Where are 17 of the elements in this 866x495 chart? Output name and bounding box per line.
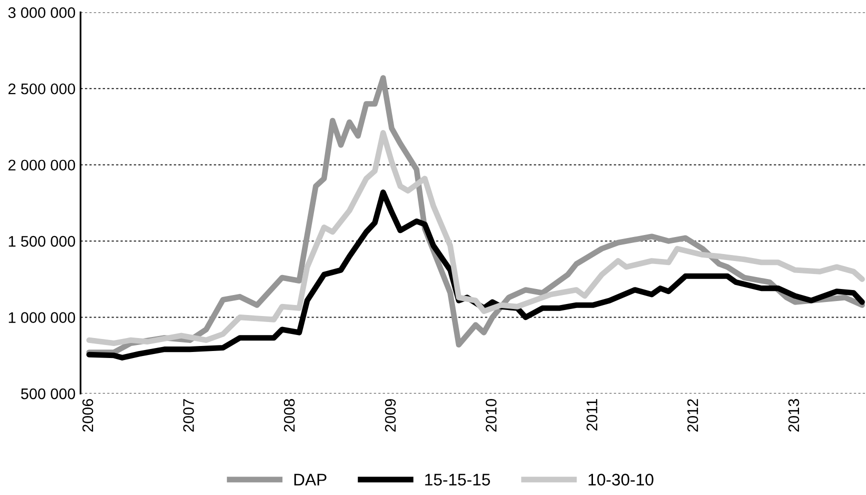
y-tick-label: 1 000 000 [8, 312, 76, 323]
legend-label: 10-30-10 [588, 474, 654, 486]
x-tick-label: 2012 [687, 399, 698, 432]
y-tick-label: 2 500 000 [8, 83, 76, 94]
x-tick-label: 2007 [183, 399, 194, 432]
y-tick-label: 2 000 000 [8, 160, 76, 171]
y-tick-label: 500 000 [21, 388, 76, 400]
y-tick-label: 1 500 000 [8, 236, 76, 247]
x-tick-label: 2008 [284, 399, 295, 432]
x-tick-label: 2010 [486, 398, 497, 432]
x-tick-label: 2006 [82, 399, 94, 432]
legend-label: DAP [294, 474, 326, 486]
y-tick-label: 3 000 000 [8, 7, 76, 18]
x-tick-label: 2013 [788, 399, 800, 432]
legend-label: 15-15-15 [425, 474, 490, 486]
x-tick-label: 2011 [586, 399, 598, 430]
x-tick-label: 2009 [384, 399, 396, 432]
